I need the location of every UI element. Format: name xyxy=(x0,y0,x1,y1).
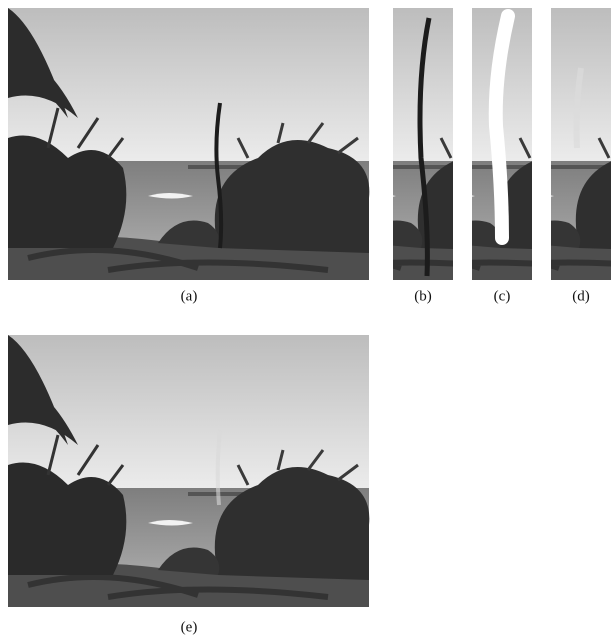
caption: (c) xyxy=(494,288,511,304)
figure: (a) (b) (c) (d) (e) xyxy=(0,0,611,636)
image-e xyxy=(8,335,369,607)
image-a xyxy=(8,8,369,280)
caption: (a) xyxy=(181,288,198,304)
caption: (b) xyxy=(414,288,432,304)
caption: (d) xyxy=(572,288,590,304)
caption: (e) xyxy=(181,619,198,635)
